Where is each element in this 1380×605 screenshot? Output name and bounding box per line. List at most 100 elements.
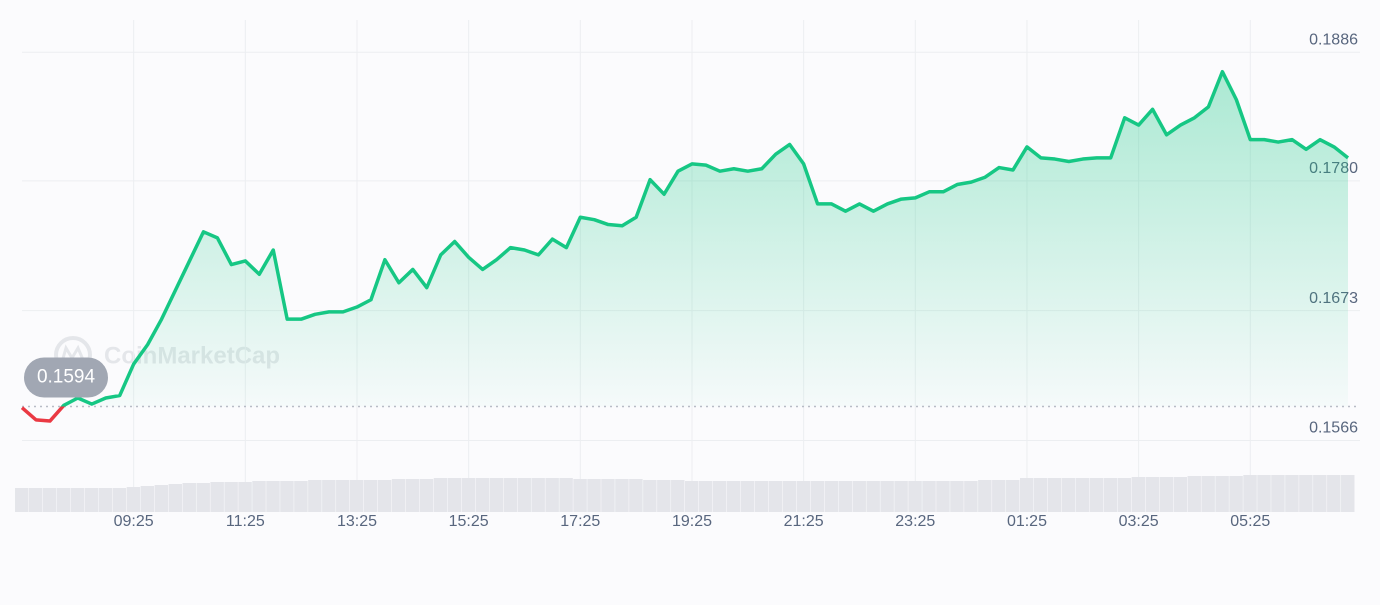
volume-bar [1019,478,1034,512]
volume-bar [573,479,587,512]
volume-bar [56,488,71,512]
volume-bar [405,479,420,512]
volume-bar [308,480,322,512]
volume-bar [726,481,741,512]
volume-bar [880,481,894,512]
volume-bar [782,481,797,512]
volume-bar [517,478,531,512]
volume-bar [1061,478,1076,512]
x-tick-label: 11:25 [226,513,265,530]
volume-bar [28,488,43,512]
volume-bar [363,480,378,512]
volume-bar [1299,475,1313,512]
volume-bar [810,481,825,512]
x-tick-label: 23:25 [895,513,935,530]
volume-bar [1201,476,1215,512]
volume-bar [601,479,615,512]
volume-bar [168,484,183,512]
volume-bar [1327,475,1341,512]
volume-bar [643,480,657,512]
volume-bar [671,480,685,512]
volume-bar [1257,475,1271,512]
volume-bar [224,482,238,512]
volume-bar [489,478,504,512]
volume-bar [322,480,336,512]
volume-bar [1159,477,1174,512]
volume-bar [1089,478,1104,512]
volume-bar [1229,476,1243,512]
volume-bar [964,481,978,512]
volume-bar [768,481,783,512]
volume-bar [824,481,839,512]
area [62,71,1348,407]
y-tick-label: 0.1566 [1309,420,1358,437]
reference-badge [24,357,108,398]
x-tick-label: 17:25 [560,513,600,530]
volume-bar [866,481,880,512]
x-tick-label: 01:25 [1007,513,1047,530]
x-tick-label: 03:25 [1119,513,1159,530]
x-tick-label: 05:25 [1230,513,1270,530]
volume-bar [1131,477,1146,512]
volume-bar [336,480,350,512]
volume-bar [461,478,476,512]
volume-bar [587,479,601,512]
volume-bar [950,481,964,512]
volume-bar [70,488,85,512]
volume-bar [1187,476,1201,512]
volume-bar [908,481,922,512]
volume-bar [992,480,1006,512]
x-tick-label: 09:25 [114,513,154,530]
volume-bar [685,481,699,512]
volume-bar [210,482,224,512]
volume-bar [350,480,364,512]
volume-bar [796,481,811,512]
volume-bar [377,480,392,512]
volume-bar [154,485,169,512]
volume-bar [1075,478,1090,512]
volume-bar [196,483,210,512]
volume-bar [531,478,545,512]
x-tick-label: 19:25 [672,513,712,530]
volume-bar [1173,477,1187,512]
volume-bar [559,478,573,512]
volume-bar [98,488,113,512]
x-tick-label: 21:25 [784,513,824,530]
volume-bar [126,487,141,512]
volume-bar [615,479,629,512]
volume-bar [238,482,252,512]
volume-bar [754,481,769,512]
volume-bar [978,480,992,512]
reference-label: 0.1594 [37,367,96,388]
volume-bar [712,481,727,512]
volume-bar [433,478,448,512]
volume-bar [252,481,266,512]
volume-bar [280,481,294,512]
x-tick-label: 13:25 [337,513,377,530]
price-line [20,69,1350,423]
volume-bar [1145,477,1160,512]
volume-bar [1313,475,1327,512]
volume-bar [294,481,308,512]
volume-bar [894,481,908,512]
volume-bar [740,481,755,512]
volume-bar [475,478,490,512]
volume-bar [1103,478,1118,512]
volume-bar [84,488,99,512]
volume-bar [419,479,434,512]
volume-bar [266,481,280,512]
volume-bar [1341,475,1355,512]
y-tick-label: 0.1886 [1309,32,1358,49]
volume-bar [503,478,518,512]
volume-bar [545,478,559,512]
volume-bar [698,481,713,512]
volume-bar [1033,478,1048,512]
volume-bar [852,481,866,512]
volume-bar [182,483,196,512]
volume-bar [1006,480,1020,512]
volume-bar [1271,475,1285,512]
volume-bar [1243,475,1257,512]
volume-bar [657,480,671,512]
